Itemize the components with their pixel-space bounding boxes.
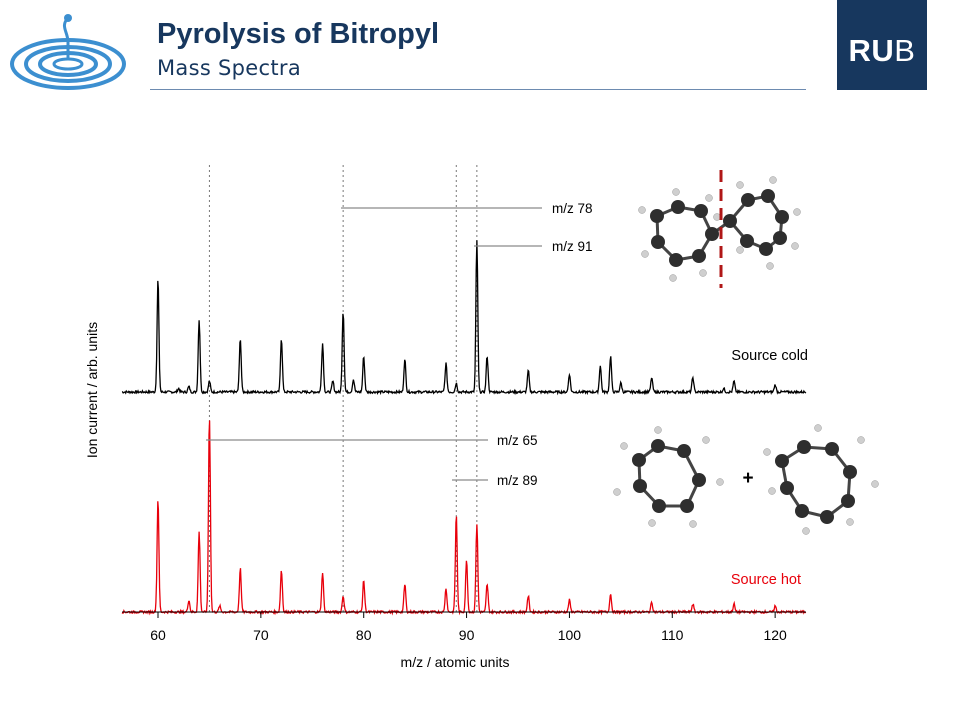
x-tick-label: 120: [763, 627, 787, 643]
peak-annotations: m/z 78 m/z 91 m/z 65 m/z 89: [206, 201, 593, 488]
title-divider: [150, 89, 806, 90]
x-tick-label: 80: [356, 627, 372, 643]
x-tick-label: 110: [661, 627, 684, 643]
x-tick-label: 60: [150, 627, 166, 643]
rub-logo: RU B: [837, 0, 927, 90]
annotation-label: m/z 65: [497, 433, 538, 448]
annotation-label: m/z 91: [552, 239, 593, 254]
benzyl-radical-molecule-icon: +: [613, 424, 879, 535]
legend-source-hot: Source hot: [731, 572, 801, 588]
bitropyl-molecule-icon: [638, 170, 801, 288]
y-axis-label: Ion current / arb. units: [84, 322, 100, 458]
x-axis-label: m/z / atomic units: [401, 654, 510, 670]
trace-source-cold: [121, 240, 807, 396]
trace-source-hot: [121, 420, 807, 616]
annotation-label: m/z 89: [497, 473, 538, 488]
x-tick-label: 100: [558, 627, 582, 643]
x-tick-label: 90: [459, 627, 475, 643]
ripple-logo-icon: [10, 14, 126, 90]
plus-sign: +: [742, 468, 753, 489]
spectrum-traces: [121, 240, 807, 616]
slide-subtitle: Mass Spectra: [157, 56, 302, 80]
x-tick-label: 70: [253, 627, 269, 643]
legend-source-cold: Source cold: [731, 348, 808, 364]
x-ticks: 60 70 80 90 100 110 120: [150, 612, 787, 643]
slide-title: Pyrolysis of Bitropyl: [157, 18, 440, 50]
annotation-label: m/z 78: [552, 201, 593, 216]
reference-lines: [208, 165, 478, 612]
